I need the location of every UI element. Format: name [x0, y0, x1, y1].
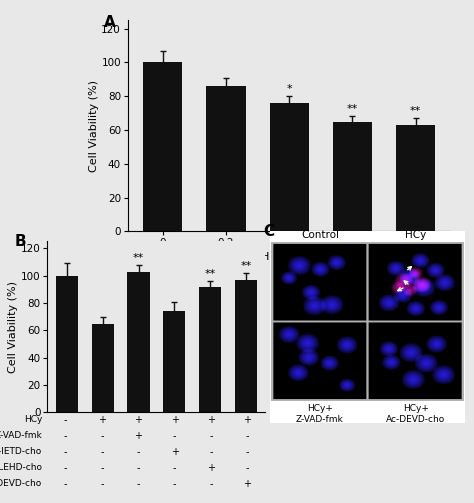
Text: -: -	[137, 463, 140, 473]
Text: HCy+
Z-VAD-fmk: HCy+ Z-VAD-fmk	[296, 404, 344, 425]
Text: +: +	[98, 415, 106, 425]
Text: -: -	[64, 447, 67, 457]
Text: **: **	[240, 261, 251, 271]
Bar	[199, 287, 221, 412]
Text: +: +	[243, 479, 251, 489]
Text: B: B	[14, 234, 26, 249]
Text: *: *	[286, 83, 292, 94]
Text: Ac-DEVD-cho: Ac-DEVD-cho	[0, 479, 43, 488]
Text: **: **	[204, 269, 216, 279]
Text: -: -	[100, 463, 104, 473]
Bar	[235, 280, 257, 412]
Text: Control: Control	[301, 230, 339, 240]
Y-axis label: Cell Viability (%): Cell Viability (%)	[89, 80, 99, 172]
Bar	[270, 103, 309, 231]
Text: -: -	[173, 463, 176, 473]
Text: +: +	[171, 447, 179, 457]
Text: HCy: HCy	[24, 415, 43, 424]
Text: -: -	[246, 463, 249, 473]
Text: -: -	[64, 431, 67, 441]
Text: -: -	[173, 479, 176, 489]
Bar	[163, 311, 185, 412]
Text: A: A	[104, 15, 116, 30]
Text: -: -	[137, 479, 140, 489]
Text: -: -	[100, 431, 104, 441]
Text: -: -	[246, 431, 249, 441]
Text: +: +	[134, 431, 142, 441]
Text: HCy: HCy	[405, 230, 427, 240]
Text: **: **	[346, 104, 358, 114]
Text: HCy+
Ac-DEVD-cho: HCy+ Ac-DEVD-cho	[386, 404, 446, 425]
Text: -: -	[173, 431, 176, 441]
Text: Ac-LEHD-cho: Ac-LEHD-cho	[0, 463, 43, 472]
Text: -: -	[100, 447, 104, 457]
Text: -: -	[246, 447, 249, 457]
Text: +: +	[134, 415, 142, 425]
Bar	[143, 62, 182, 231]
Bar	[56, 276, 78, 412]
Text: Ac-IETD-cho: Ac-IETD-cho	[0, 447, 43, 456]
Text: -: -	[137, 447, 140, 457]
Text: -: -	[209, 479, 213, 489]
Text: -: -	[64, 463, 67, 473]
Text: +: +	[207, 415, 215, 425]
Text: -: -	[209, 431, 213, 441]
X-axis label: HCy (mM): HCy (mM)	[261, 253, 317, 263]
Text: **: **	[133, 253, 144, 263]
Bar	[396, 125, 435, 231]
Bar	[128, 272, 150, 412]
Text: -: -	[209, 447, 213, 457]
Text: **: **	[410, 106, 421, 116]
Bar	[333, 122, 372, 231]
Text: -: -	[100, 479, 104, 489]
Bar	[92, 323, 114, 412]
Text: -: -	[64, 479, 67, 489]
Text: Z-VAD-fmk: Z-VAD-fmk	[0, 431, 43, 440]
Text: +: +	[207, 463, 215, 473]
Text: +: +	[243, 415, 251, 425]
Bar	[206, 86, 246, 231]
Text: +: +	[171, 415, 179, 425]
Y-axis label: Cell Viability (%): Cell Viability (%)	[8, 281, 18, 373]
Text: -: -	[64, 415, 67, 425]
Text: C: C	[263, 224, 274, 239]
